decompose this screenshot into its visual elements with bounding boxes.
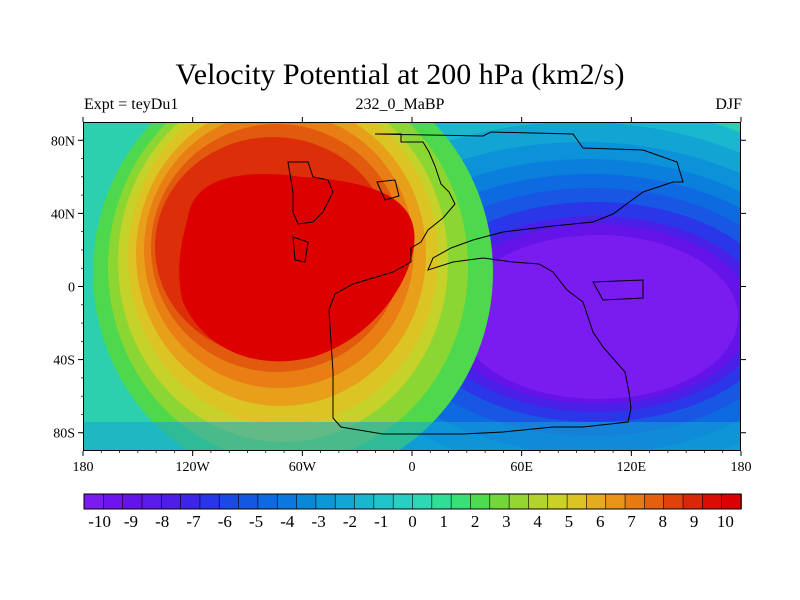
colorbar-swatch: [702, 493, 723, 510]
y-tick-label: 80N: [51, 134, 75, 149]
x-tick-label: 0: [409, 460, 416, 475]
period-label: 232_0_MaBP: [355, 96, 445, 113]
colorbar-label: -8: [155, 512, 169, 531]
map-frame: [83, 122, 741, 451]
colorbar-swatch: [334, 493, 356, 510]
colorbar-label: -9: [124, 512, 138, 531]
colorbar-label: 4: [533, 512, 542, 531]
colorbar-label: 9: [690, 512, 699, 531]
colorbar-label: 7: [627, 512, 636, 531]
colorbar-swatch: [373, 493, 394, 510]
colorbar-label: 6: [596, 512, 605, 531]
season-label: DJF: [715, 96, 742, 113]
colorbar-swatch: [315, 493, 337, 510]
colorbar-swatch: [354, 493, 375, 510]
colorbar-swatch: [276, 493, 298, 510]
colorbar-swatch: [141, 493, 163, 510]
colorbar-label: -7: [186, 512, 201, 531]
x-tick-label: 180: [731, 460, 752, 475]
coastlines: [287, 131, 684, 435]
plot-title: Velocity Potential at 200 hPa (km2/s): [175, 58, 625, 91]
colorbar-label: 1: [440, 512, 449, 531]
colorbar-swatch: [624, 493, 646, 510]
x-tick-label: 120W: [176, 460, 211, 475]
colorbar-label: -6: [218, 512, 232, 531]
y-tick-label: 80S: [53, 427, 75, 442]
colorbar-swatch: [431, 493, 452, 510]
colorbar-label: -5: [249, 512, 263, 531]
colorbar-label: -10: [88, 512, 111, 531]
colorbar-swatch: [605, 493, 626, 510]
colorbar-swatch: [160, 493, 182, 510]
colorbar-swatch: [296, 493, 317, 510]
colorbar-label: 8: [659, 512, 668, 531]
colorbar-label: 10: [717, 512, 734, 531]
y-tick-label: 40S: [53, 354, 75, 369]
velocity-potential-field: [83, 122, 741, 451]
y-tick-label: 40N: [51, 207, 75, 222]
colorbar-swatch: [238, 493, 259, 510]
colorbar-swatch: [547, 493, 568, 510]
colorbar-swatch: [83, 493, 105, 510]
colorbar-swatch: [508, 493, 530, 510]
colorbar-label: -1: [374, 512, 388, 531]
x-tick-label: 180: [73, 460, 94, 475]
colorbar-swatch: [180, 493, 201, 510]
colorbar-swatch: [450, 493, 472, 510]
map-panel: [83, 122, 741, 451]
experiment-label: Expt = teyDu1: [84, 96, 179, 113]
colorbar-swatch: [489, 493, 510, 510]
colorbar-swatch: [257, 493, 279, 510]
colorbar-swatch: [470, 493, 491, 510]
colorbar-label: -4: [280, 512, 295, 531]
colorbar-swatch: [412, 493, 433, 510]
x-tick-label: 120E: [617, 460, 647, 475]
y-tick-label: 0: [68, 281, 75, 296]
colorbar-swatch: [103, 493, 124, 510]
x-tick-label: 60W: [289, 460, 317, 475]
colorbar-swatch: [682, 493, 704, 510]
colorbar-swatch: [663, 493, 684, 510]
colorbar-swatch: [392, 493, 414, 510]
colorbar-swatch: [218, 493, 240, 510]
colorbar-label: -3: [312, 512, 326, 531]
colorbar-label: 2: [471, 512, 480, 531]
southern-band: [83, 422, 741, 451]
colorbar-swatch: [721, 493, 742, 510]
colorbar-label: 3: [502, 512, 511, 531]
colorbar-label: -2: [343, 512, 357, 531]
colorbar-swatch: [586, 493, 607, 510]
colorbar-frame: [83, 493, 742, 510]
colorbar-swatch: [199, 493, 221, 510]
x-tick-label: 60E: [510, 460, 533, 475]
colorbar-swatch: [566, 493, 588, 510]
colorbar-swatch: [528, 493, 549, 510]
colorbar-label: 5: [565, 512, 574, 531]
colorbar-swatch: [122, 493, 143, 510]
colorbar-label: 0: [408, 512, 417, 531]
positive-anomaly-region: [93, 122, 493, 451]
colorbar-swatch: [644, 493, 665, 510]
